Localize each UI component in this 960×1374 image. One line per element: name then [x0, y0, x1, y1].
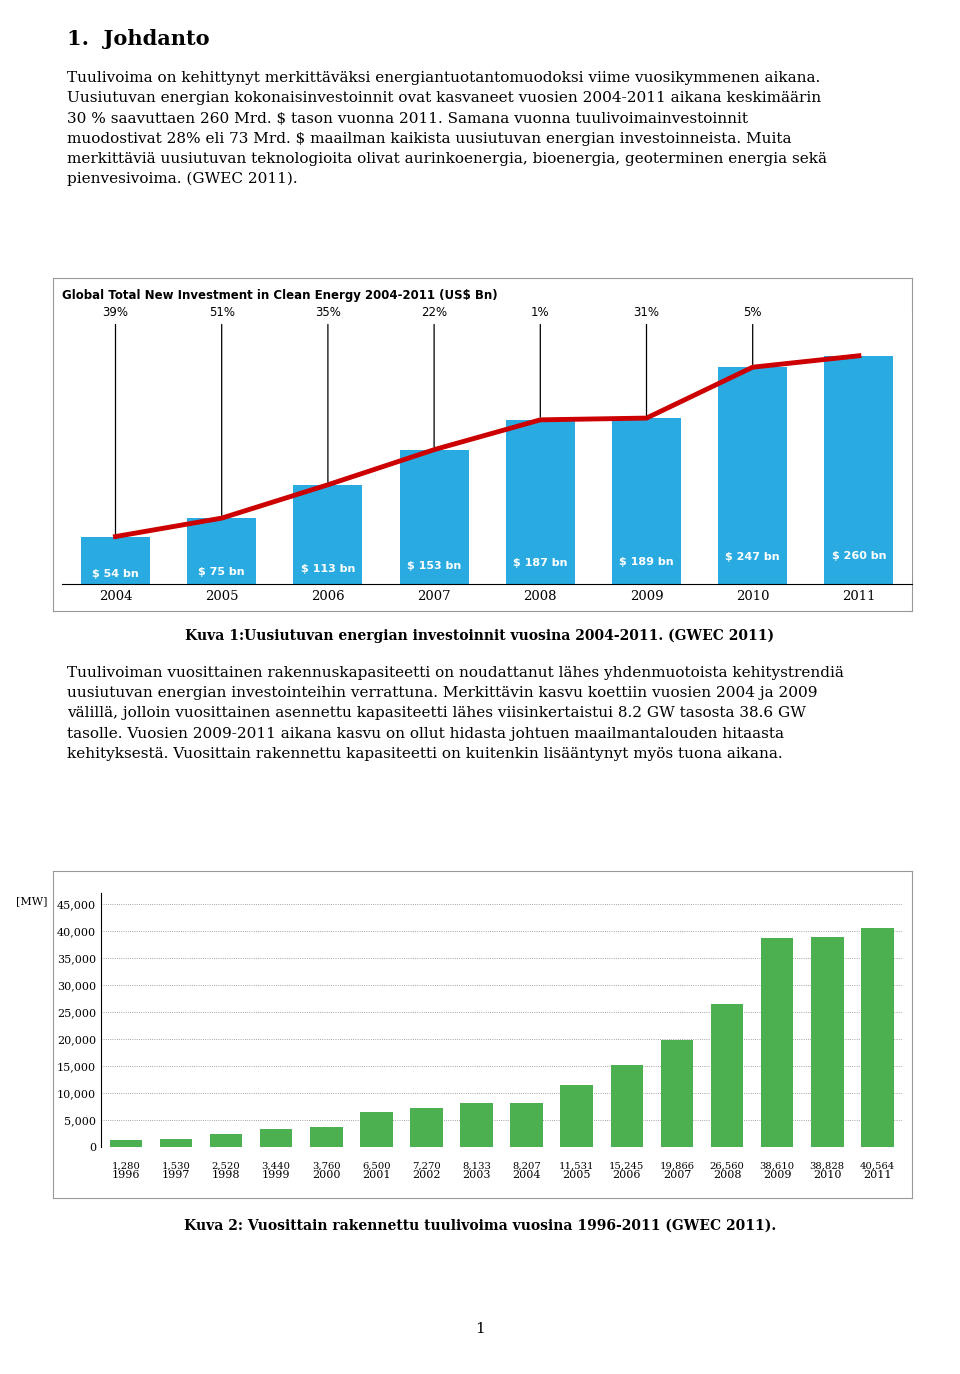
- Bar: [410, 1107, 443, 1147]
- Text: Tuulivoiman vuosittainen rakennuskapasiteetti on noudattanut lähes yhdenmuotoist: Tuulivoiman vuosittainen rakennuskapasit…: [67, 666, 844, 761]
- Text: 3,440: 3,440: [262, 1162, 291, 1171]
- Bar: [660, 1040, 693, 1147]
- Text: $ 189 bn: $ 189 bn: [619, 558, 674, 567]
- Text: Kuva 1:Uusiutuvan energian investoinnit vuosina 2004-2011. (GWEC 2011): Kuva 1:Uusiutuvan energian investoinnit …: [185, 629, 775, 643]
- Text: 31%: 31%: [634, 306, 660, 415]
- Text: 1%: 1%: [531, 306, 550, 418]
- Bar: [825, 356, 894, 584]
- Bar: [310, 1127, 343, 1147]
- Text: 6,500: 6,500: [362, 1162, 391, 1171]
- Text: 7,270: 7,270: [412, 1162, 441, 1171]
- Text: $ 75 bn: $ 75 bn: [199, 567, 245, 577]
- Text: 15,245: 15,245: [610, 1162, 644, 1171]
- Text: 35%: 35%: [315, 306, 341, 482]
- Text: 26,560: 26,560: [709, 1162, 745, 1171]
- Bar: [260, 1128, 293, 1147]
- Bar: [159, 1139, 192, 1147]
- Text: 2,520: 2,520: [211, 1162, 240, 1171]
- Text: 51%: 51%: [208, 306, 234, 515]
- Text: 22%: 22%: [421, 306, 447, 447]
- Bar: [861, 927, 894, 1147]
- Text: 11,531: 11,531: [559, 1162, 594, 1171]
- Text: $ 54 bn: $ 54 bn: [92, 569, 139, 580]
- Bar: [506, 420, 575, 584]
- Text: 3,760: 3,760: [312, 1162, 341, 1171]
- Bar: [612, 418, 681, 584]
- Bar: [294, 485, 363, 584]
- Text: $ 187 bn: $ 187 bn: [513, 558, 567, 567]
- Bar: [109, 1140, 142, 1147]
- Text: 1,280: 1,280: [111, 1162, 140, 1171]
- Text: 38,610: 38,610: [759, 1162, 795, 1171]
- Bar: [81, 537, 150, 584]
- Text: 1: 1: [475, 1322, 485, 1336]
- Text: 40,564: 40,564: [860, 1162, 895, 1171]
- Bar: [710, 1003, 743, 1147]
- Text: $ 153 bn: $ 153 bn: [407, 561, 461, 570]
- Text: 1,530: 1,530: [161, 1162, 190, 1171]
- Bar: [187, 518, 256, 584]
- Text: 19,866: 19,866: [660, 1162, 694, 1171]
- Bar: [811, 937, 844, 1147]
- Text: 39%: 39%: [103, 306, 129, 533]
- Bar: [561, 1085, 593, 1147]
- Text: Tuulivoima on kehittynyt merkittäväksi energiantuotantomuodoksi viime vuosikymme: Tuulivoima on kehittynyt merkittäväksi e…: [67, 71, 828, 187]
- Text: $ 113 bn: $ 113 bn: [300, 565, 355, 574]
- Bar: [210, 1134, 242, 1147]
- Bar: [460, 1103, 492, 1147]
- Text: [MW]: [MW]: [15, 896, 47, 905]
- Bar: [360, 1112, 393, 1147]
- Text: 8,133: 8,133: [462, 1162, 491, 1171]
- Text: Kuva 2: Vuosittain rakennettu tuulivoima vuosina 1996-2011 (GWEC 2011).: Kuva 2: Vuosittain rakennettu tuulivoima…: [184, 1219, 776, 1232]
- Bar: [511, 1103, 543, 1147]
- Bar: [718, 367, 787, 584]
- Text: Global Total New Investment in Clean Energy 2004-2011 (US$ Bn): Global Total New Investment in Clean Ene…: [62, 289, 498, 302]
- Text: $ 247 bn: $ 247 bn: [726, 552, 780, 562]
- Text: 5%: 5%: [743, 306, 762, 364]
- Bar: [399, 449, 468, 584]
- Text: 8,207: 8,207: [513, 1162, 541, 1171]
- Text: $ 260 bn: $ 260 bn: [831, 551, 886, 561]
- Bar: [611, 1065, 643, 1147]
- Bar: [761, 938, 793, 1147]
- Text: 38,828: 38,828: [809, 1162, 845, 1171]
- Text: 1.  Johdanto: 1. Johdanto: [67, 29, 210, 49]
